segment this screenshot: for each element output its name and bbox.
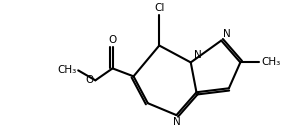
Text: N: N — [223, 29, 231, 39]
Text: N: N — [173, 117, 180, 127]
Text: CH₃: CH₃ — [57, 65, 76, 75]
Text: O: O — [108, 34, 117, 45]
Text: CH₃: CH₃ — [261, 57, 281, 67]
Text: O: O — [85, 75, 93, 85]
Text: N: N — [194, 50, 201, 60]
Text: Cl: Cl — [154, 3, 164, 13]
